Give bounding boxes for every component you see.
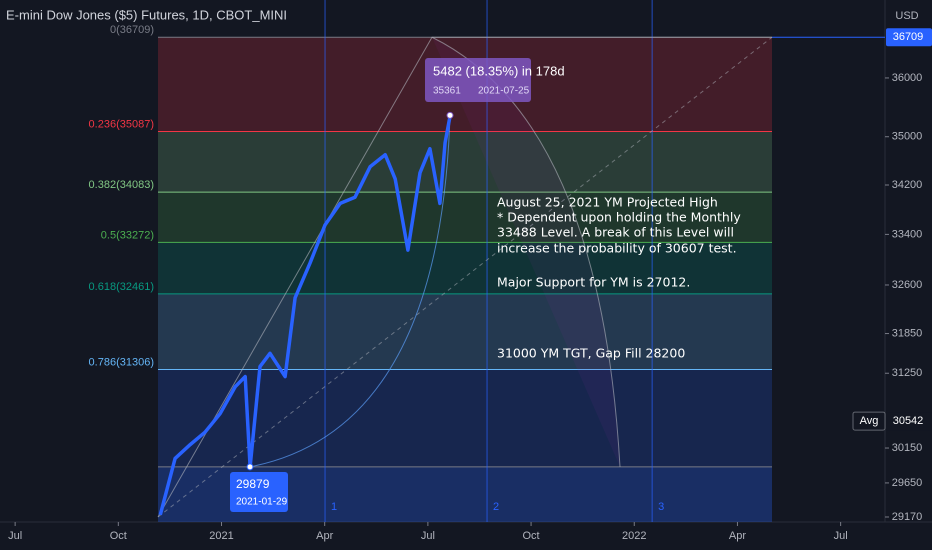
x-tick-label: Jul bbox=[421, 530, 435, 542]
y-tick-label: 33400 bbox=[892, 228, 923, 240]
fib-level-label: 0.618(32461) bbox=[89, 281, 154, 293]
y-tick-label: 29170 bbox=[892, 511, 923, 523]
fib-level-label: 0.786(31306) bbox=[89, 356, 154, 368]
x-tick-label: Jul bbox=[834, 530, 848, 542]
fib-band bbox=[158, 131, 772, 193]
low-date: 2021-01-29 bbox=[236, 497, 288, 508]
annotation-text: * Dependent upon holding the Monthly bbox=[497, 210, 741, 225]
price-line bbox=[158, 114, 452, 516]
annotation-text: 31000 YM TGT, Gap Fill 28200 bbox=[497, 346, 685, 361]
x-tick-label: Oct bbox=[523, 530, 540, 542]
x-tick-label: Jul bbox=[8, 530, 22, 542]
cycle-label: 1 bbox=[331, 501, 337, 513]
fib-band bbox=[158, 293, 772, 370]
fib-arc bbox=[249, 115, 451, 468]
average-value: 30542 bbox=[893, 415, 924, 427]
measure-date: 2021-07-25 bbox=[478, 86, 530, 97]
annotation-text: Major Support for YM is 27012. bbox=[497, 275, 690, 290]
plot-layer: 0(36709) 0.236(35087) 0.382(34083) 0.5(3327… bbox=[89, 0, 773, 522]
chart-title: E-mini Dow Jones ($5) Futures, 1D, CBOT_… bbox=[6, 7, 287, 22]
low-box bbox=[230, 472, 288, 512]
cycle-label: 2 bbox=[493, 501, 499, 513]
measure-box bbox=[425, 58, 531, 102]
fib-level-label: 0.5(33272) bbox=[101, 229, 154, 241]
fib-band bbox=[158, 369, 772, 467]
currency-label: USD bbox=[895, 10, 918, 22]
x-tick-label: 2022 bbox=[622, 530, 646, 542]
fib-level-label: 0.382(34083) bbox=[89, 179, 154, 191]
fib-level-label: 0.236(35087) bbox=[89, 118, 154, 130]
fib-band bbox=[158, 192, 772, 243]
measure-text: 5482 (18.35%) in 178d bbox=[433, 63, 565, 78]
average-name: Avg bbox=[860, 415, 879, 427]
average-name-box bbox=[852, 411, 886, 431]
y-tick-label: 29650 bbox=[892, 477, 923, 489]
measure-point bbox=[446, 111, 454, 119]
low-price: 29879 bbox=[236, 477, 270, 491]
y-tick-label: 30150 bbox=[892, 442, 923, 454]
annotation-text: 33488 Level. A break of this Level will bbox=[497, 225, 734, 240]
measure-price: 35361 bbox=[433, 86, 461, 97]
y-tick-label: 32600 bbox=[892, 279, 923, 291]
average-tag bbox=[886, 412, 932, 431]
y-tick-label: 31850 bbox=[892, 327, 923, 339]
x-tick-label: Apr bbox=[729, 530, 746, 542]
x-tick-label: 2021 bbox=[209, 530, 233, 542]
y-tick-label: 34200 bbox=[892, 179, 923, 191]
low-point bbox=[246, 463, 254, 471]
cycle-label: 3 bbox=[658, 501, 664, 513]
y-tick-label: 36000 bbox=[892, 72, 923, 84]
x-tick-label: Oct bbox=[110, 530, 127, 542]
price-tag bbox=[886, 28, 932, 47]
fib-diagonal bbox=[157, 36, 773, 518]
y-tick-label: 31250 bbox=[892, 367, 923, 379]
annotation-text: August 25, 2021 YM Projected High bbox=[497, 195, 718, 210]
annotation-text: increase the probability of 30607 test. bbox=[497, 241, 737, 256]
fib-level-label: 0(36709) bbox=[110, 24, 154, 36]
y-tick-label: 35000 bbox=[892, 131, 923, 143]
price-tag-label: 36709 bbox=[893, 31, 924, 43]
x-tick-label: Apr bbox=[316, 530, 333, 542]
fib-band bbox=[158, 242, 772, 294]
